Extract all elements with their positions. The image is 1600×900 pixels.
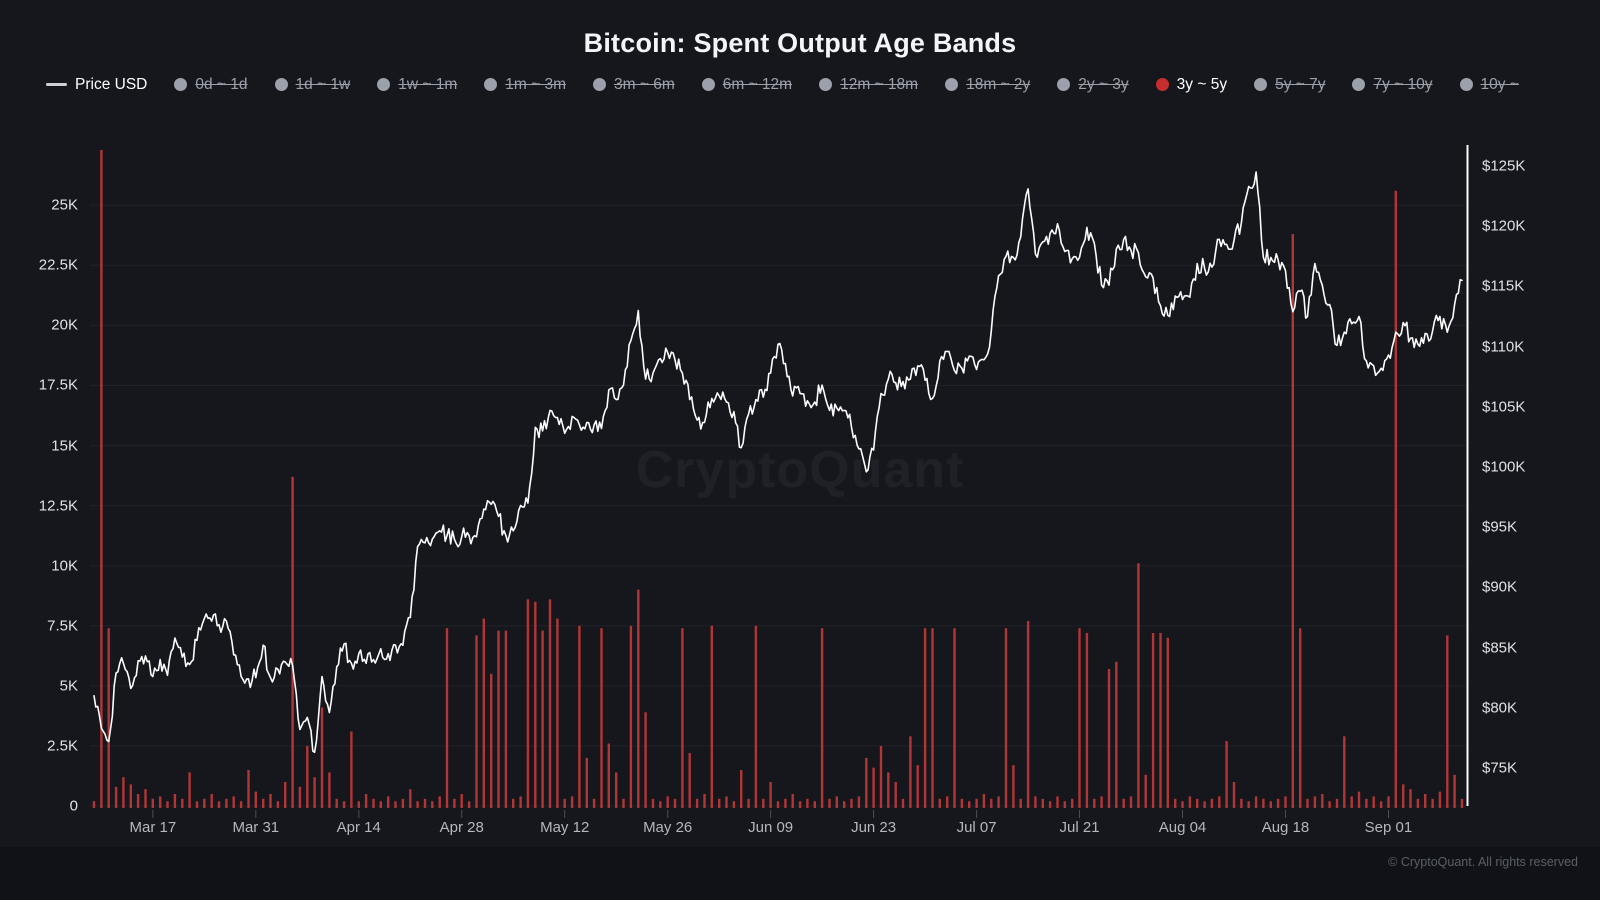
left-axis-tick-label: 15K xyxy=(51,437,78,455)
left-axis-tick-label: 0 xyxy=(69,797,78,815)
legend-item-band-18m-2y[interactable]: 18m ~ 2y xyxy=(945,74,1030,95)
legend-item-label: 18m ~ 2y xyxy=(966,76,1031,93)
footer-band xyxy=(0,847,1600,900)
legend-item-band-7y-10y[interactable]: 7y ~ 10y xyxy=(1352,74,1433,95)
series-dot-icon xyxy=(593,78,606,91)
series-dot-icon xyxy=(1155,78,1169,91)
legend-item-price-usd[interactable]: Price USD xyxy=(46,74,147,95)
right-axis-tick-label: $85K xyxy=(1482,639,1518,657)
left-axis-tick-label: 20K xyxy=(51,316,78,334)
legend-item-label: 1w ~ 1m xyxy=(398,76,458,93)
left-axis-tick-label: 10K xyxy=(51,557,78,575)
right-axis-tick-label: $115K xyxy=(1482,277,1525,295)
legend-item-label: 0d ~ 1d xyxy=(195,76,248,93)
series-dot-icon xyxy=(174,78,188,91)
left-axis-tick-label: 5K xyxy=(59,677,78,695)
legend-item-band-6m-12m[interactable]: 6m ~ 12m xyxy=(701,74,793,95)
x-axis-tick-label: Mar 17 xyxy=(129,819,177,836)
series-dot-icon xyxy=(484,78,498,91)
legend-item-label: 1d ~ 1w xyxy=(295,76,351,93)
series-dot-icon xyxy=(1459,78,1473,91)
legend-item-band-0d-1d[interactable]: 0d ~ 1d xyxy=(174,74,248,95)
left-axis-tick-label: 22.5K xyxy=(38,256,78,274)
x-axis-tick-label: Jul 21 xyxy=(1059,819,1100,836)
legend-item-label: 7y ~ 10y xyxy=(1373,76,1433,93)
left-axis-tick-label: 7.5K xyxy=(47,617,78,635)
right-axis-tick-label: $105K xyxy=(1482,398,1526,416)
line-series-icon xyxy=(46,83,67,86)
price-usd-line xyxy=(93,171,1463,754)
legend-item-label: 3m ~ 6m xyxy=(614,76,675,93)
series-dot-icon xyxy=(377,78,391,91)
legend-item-label: 1m ~ 3m xyxy=(505,76,566,93)
x-axis-tick-label: Aug 18 xyxy=(1261,819,1310,836)
chart-title: Bitcoin: Spent Output Age Bands xyxy=(583,28,1017,58)
series-dot-icon xyxy=(819,78,833,91)
right-axis-tick-label: $95K xyxy=(1482,518,1518,536)
right-axis-tick-label: $120K xyxy=(1482,217,1526,235)
copyright-footer: © CryptoQuant. All rights reserved xyxy=(1388,855,1578,869)
x-axis-tick-label: May 26 xyxy=(643,819,693,836)
right-axis-tick-label: $80K xyxy=(1482,699,1518,717)
legend: Price USD 0d ~ 1d 1d ~ 1w 1w ~ 1m 1m ~ 3m 3m … xyxy=(46,74,1546,95)
series-dot-icon xyxy=(1254,78,1268,91)
legend-item-label: Price USD xyxy=(75,76,148,93)
series-dot-icon xyxy=(1057,78,1071,91)
legend-item-band-5y-7y[interactable]: 5y ~ 7y xyxy=(1254,74,1325,95)
series-dot-icon xyxy=(1352,78,1366,91)
legend-item-band-2y-3y[interactable]: 2y ~ 3y xyxy=(1057,74,1129,95)
series-dot-icon xyxy=(274,78,288,91)
legend-item-band-3y-5y[interactable]: 3y ~ 5y xyxy=(1155,74,1228,95)
x-axis-tick-label: Sep 01 xyxy=(1364,819,1413,836)
x-axis-tick-label: Jun 23 xyxy=(851,819,897,836)
legend-item-band-12m-18m[interactable]: 12m ~ 18m xyxy=(819,74,918,95)
x-axis-tick-label: Jul 07 xyxy=(956,819,997,836)
right-axis-tick-label: $90K xyxy=(1482,578,1518,596)
right-axis-tick-label: $125K xyxy=(1482,157,1526,175)
series-dot-icon xyxy=(701,78,715,91)
left-axis-tick-label: 2.5K xyxy=(47,737,78,755)
series-dot-icon xyxy=(945,78,959,91)
legend-item-label: 12m ~ 18m xyxy=(840,76,919,93)
x-axis-tick-label: Aug 04 xyxy=(1158,819,1207,836)
legend-item-label: 6m ~ 12m xyxy=(722,76,793,93)
right-axis-tick-label: $100K xyxy=(1482,458,1526,476)
x-axis-tick-label: Mar 31 xyxy=(232,819,280,836)
x-axis-tick-label: Apr 28 xyxy=(439,819,484,836)
legend-item-band-3m-6m[interactable]: 3m ~ 6m xyxy=(593,74,675,95)
legend-item-label: 5y ~ 7y xyxy=(1275,76,1326,93)
legend-item-label: 3y ~ 5y xyxy=(1176,76,1228,93)
legend-item-band-1d-1w[interactable]: 1d ~ 1w xyxy=(274,74,351,95)
legend-item-label: 2y ~ 3y xyxy=(1078,76,1129,93)
x-axis-tick-label: Apr 14 xyxy=(336,819,381,836)
right-axis-tick-label: $75K xyxy=(1482,759,1518,777)
right-axis-tick-label: $110K xyxy=(1482,338,1525,356)
legend-item-band-1w-1m[interactable]: 1w ~ 1m xyxy=(377,74,457,95)
left-axis-tick-label: 25K xyxy=(51,196,78,214)
legend-item-band-1m-3m[interactable]: 1m ~ 3m xyxy=(484,74,566,95)
spent-output-bars xyxy=(92,150,1464,809)
legend-item-band-10y[interactable]: 10y ~ xyxy=(1459,74,1519,95)
x-axis-tick-label: May 12 xyxy=(540,819,590,836)
legend-item-label: 10y ~ xyxy=(1480,76,1519,93)
x-axis-tick-label: Jun 09 xyxy=(748,819,794,836)
left-axis-tick-label: 17.5K xyxy=(38,376,78,394)
left-axis-tick-label: 12.5K xyxy=(38,497,78,515)
